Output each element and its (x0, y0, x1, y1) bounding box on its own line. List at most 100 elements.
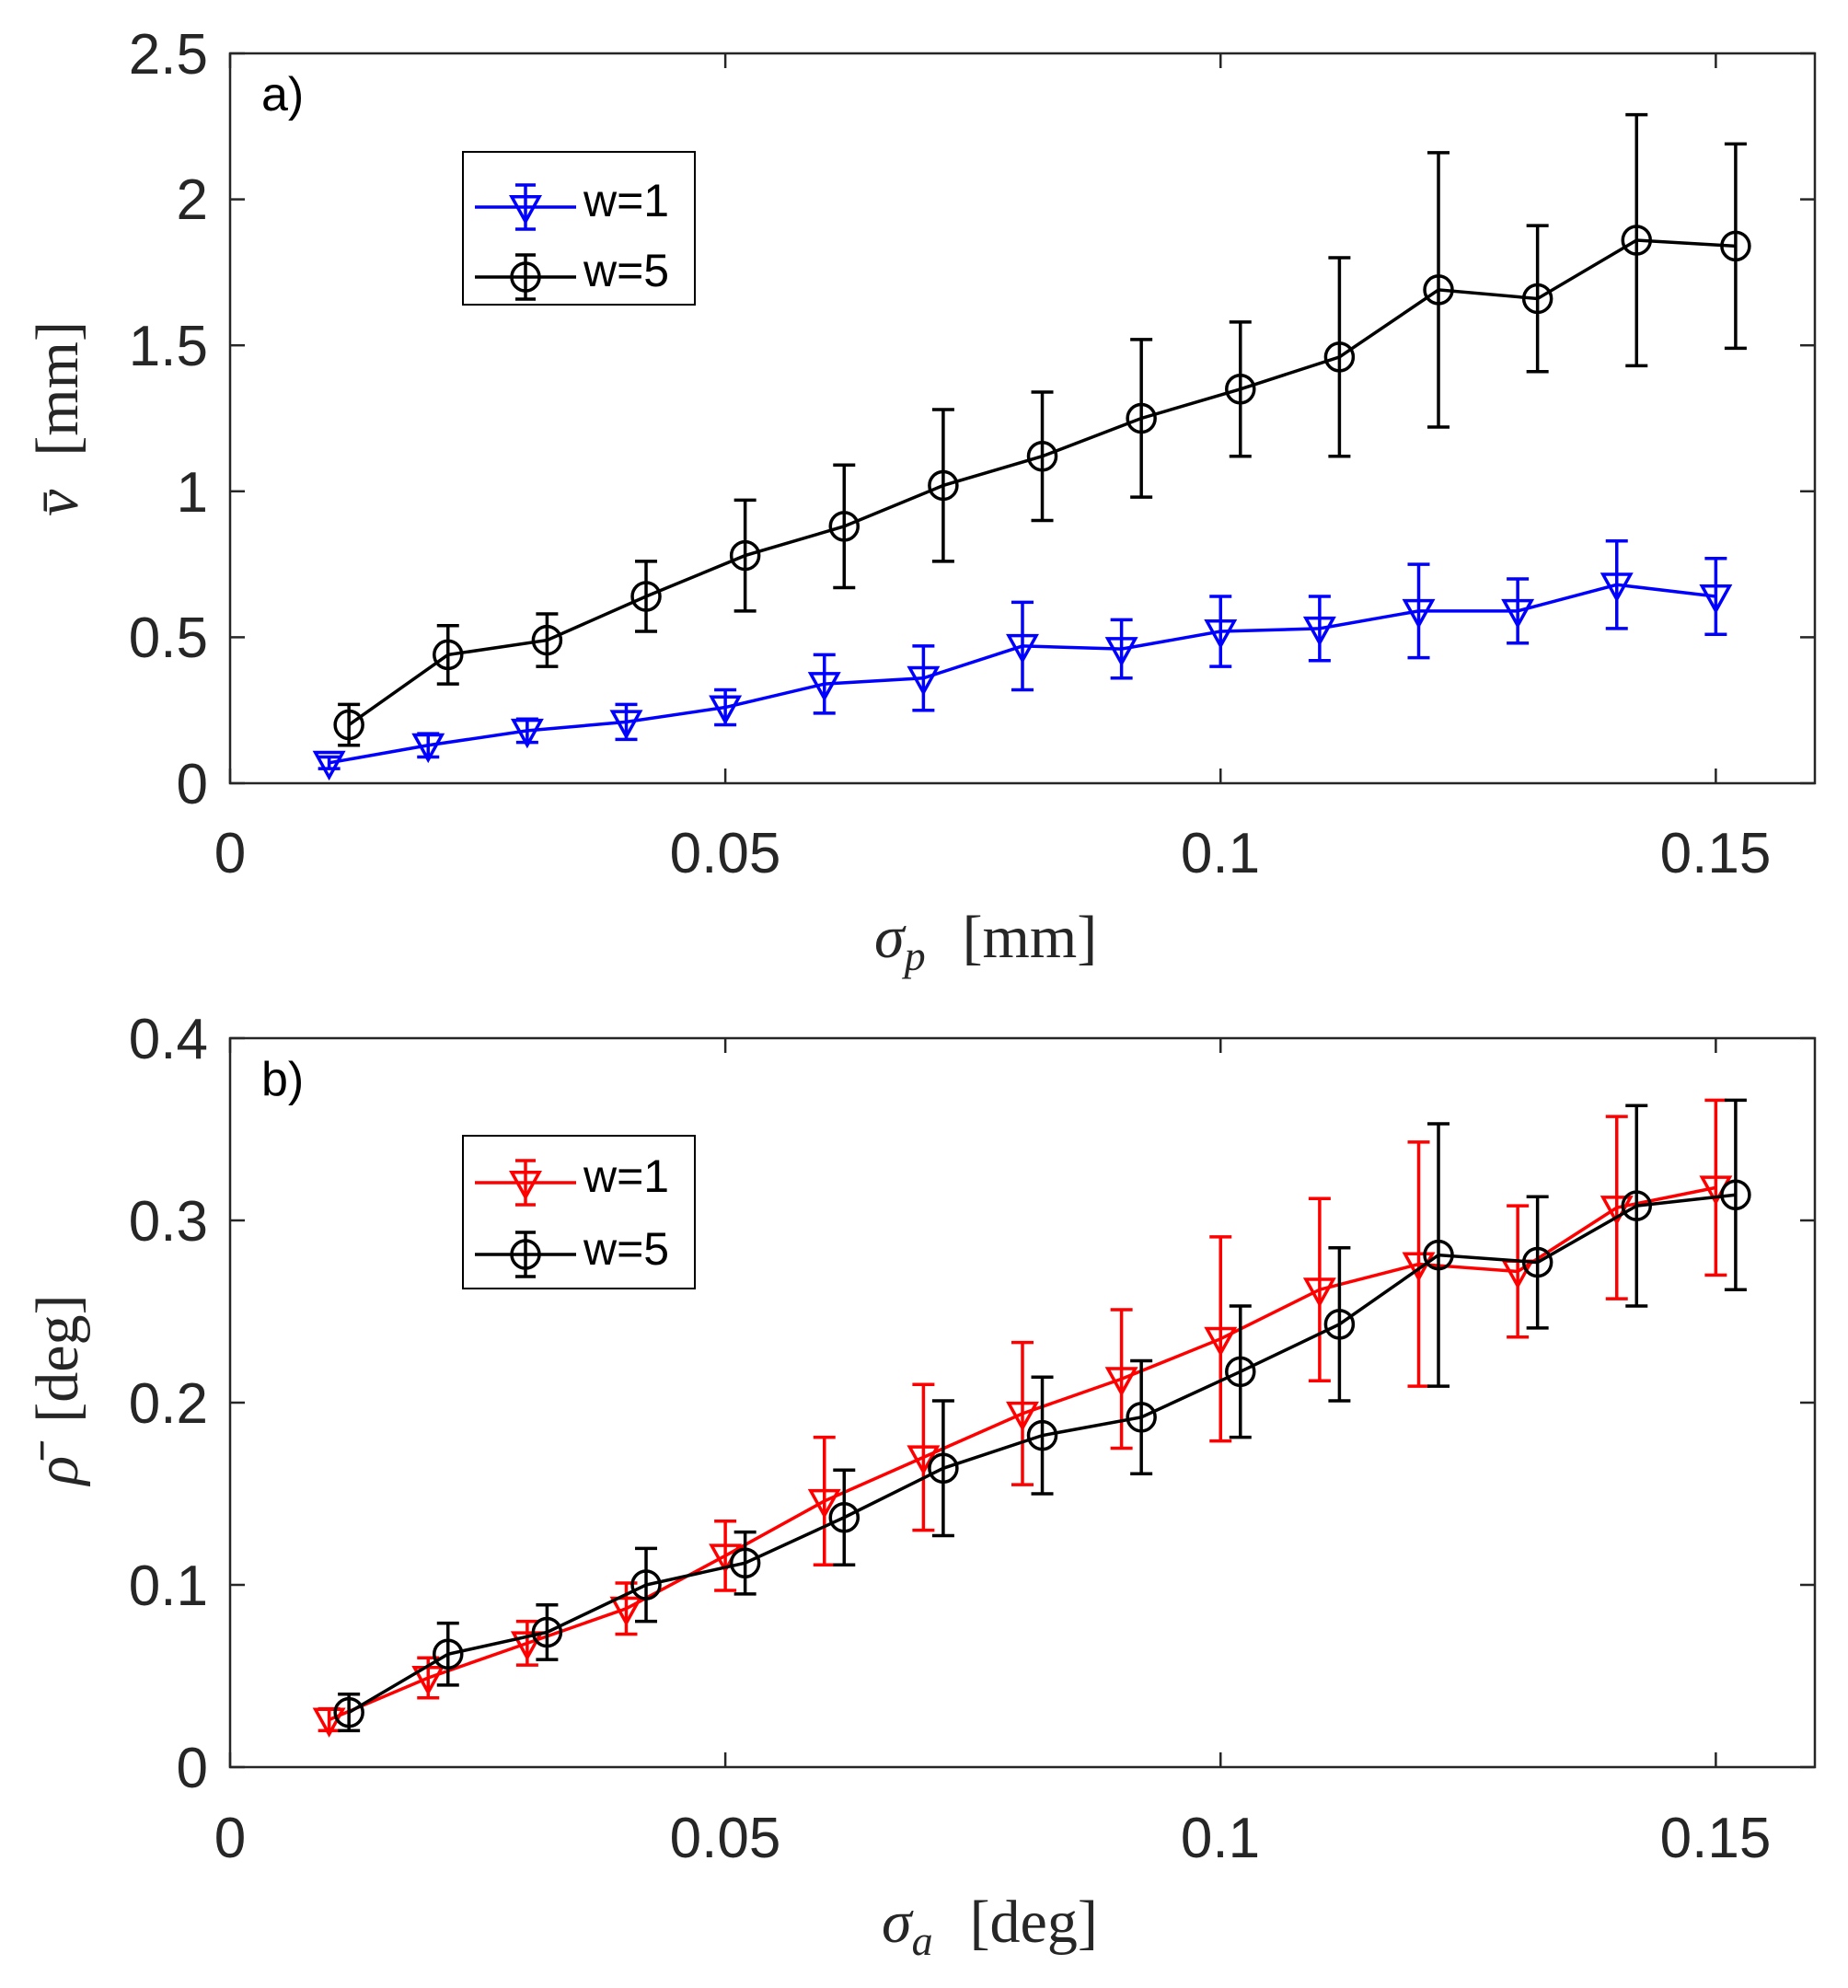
panel-b-data-point (828, 1501, 860, 1533)
panel-b-ylabel-unit: [deg] (24, 1295, 91, 1423)
panel-a-xtick-label: 0.15 (1660, 822, 1772, 885)
panel-b-xtick-label: 0.15 (1660, 1807, 1772, 1870)
panel-b-legend-entry-w1 (475, 1159, 576, 1207)
panel-b-data-point (807, 1488, 841, 1520)
panel-b-data-point (1006, 1401, 1039, 1432)
panel-b-ytick-label: 0.3 (129, 1190, 208, 1254)
panel-a-data-point (807, 672, 841, 702)
panel-b-label: b) (261, 1053, 304, 1106)
panel-b-ytick-label: 0.2 (129, 1372, 208, 1436)
panel-b-legend-label: w=1 (583, 1150, 669, 1202)
panel-a: 0 0.5 1 1.5 2 2.5 0 0.05 0.1 0.15 a) σp [… (24, 23, 1817, 979)
panel-b-ticks (228, 1036, 1815, 1769)
panel-a-label: a) (261, 68, 304, 121)
panel-a-ticks (228, 52, 1815, 785)
panel-a-ylabel-unit: [mm] (24, 321, 91, 457)
panel-a-data-point (1323, 341, 1356, 373)
panel-b-series (312, 1098, 1751, 1738)
panel-a-data-point (1302, 616, 1336, 647)
panel-b-ytick-label: 0.1 (129, 1555, 208, 1618)
panel-a-data-point (1720, 230, 1751, 262)
panel-a-legend-entry-w1 (475, 183, 576, 231)
panel-a-data-point (433, 639, 464, 671)
panel-b-legend-marker (510, 1239, 541, 1270)
panel-a-data-point (1104, 637, 1138, 667)
panel-b-data-point (1621, 1190, 1653, 1221)
panel-b-legend-marker (509, 1171, 542, 1201)
panel-a-data-point (729, 539, 761, 572)
panel-b: 0 0.1 0.2 0.3 0.4 0 0.05 0.1 0.15 b) σa [… (24, 1008, 1817, 1964)
panel-a-ytick-label: 0 (177, 753, 208, 816)
panel-b-xlabel: σa [deg] (882, 1889, 1098, 1964)
panel-b-xlabel-subscript: a (912, 1917, 933, 1964)
panel-a-data-point (531, 624, 563, 656)
panel-a-data-point (1501, 598, 1535, 630)
panel-b-series-w1 (312, 1098, 1733, 1738)
panel-a-ytick-label: 1.5 (129, 315, 208, 378)
panel-b-data-point (1402, 1252, 1436, 1282)
panel-a-xtick-label: 0 (214, 822, 246, 885)
panel-a-data-point (1126, 402, 1157, 434)
panel-b-data-point (312, 1707, 346, 1738)
panel-b-data-point (1126, 1402, 1157, 1433)
panel-a-xlabel: σp [mm] (874, 904, 1097, 979)
panel-a-legend-marker (510, 261, 541, 293)
panel-a-ylabel-symbol: v̄ (24, 489, 91, 516)
panel-b-data-point (510, 1631, 544, 1661)
panel-a-data-point (312, 750, 346, 781)
panel-b-xtick-label: 0.1 (1181, 1807, 1260, 1870)
panel-b-data-point (928, 1452, 959, 1485)
panel-a-data-point (411, 733, 445, 764)
panel-a-ytick-label: 1 (177, 461, 208, 525)
panel-b-data-point (433, 1638, 464, 1670)
panel-a-data-point (1621, 225, 1653, 256)
panel-b-xlabel-symbol: σ (882, 1889, 914, 1956)
panel-b-xtick-labels: 0 0.05 0.1 0.15 (214, 1807, 1772, 1870)
panel-b-data-point (1521, 1246, 1553, 1278)
panel-b-data-point (1302, 1277, 1336, 1308)
panel-a-data-point (1699, 584, 1733, 615)
panel-b-legend-entry-w5 (475, 1231, 576, 1278)
panel-a-xlabel-unit: [mm] (963, 904, 1098, 971)
panel-a-data-point (1423, 274, 1454, 306)
panel-b-data-point (1225, 1356, 1256, 1388)
panel-b-ylabel: ρ̄ [deg] (24, 1295, 91, 1487)
panel-a-data-point (709, 695, 743, 725)
panel-b-data-point (1104, 1367, 1138, 1397)
panel-a-ylabel: v̄ [mm] (24, 321, 91, 516)
panel-a-data-point (907, 665, 941, 697)
panel-a-data-point (1026, 440, 1058, 472)
panel-a-legend-label: w=1 (583, 175, 669, 226)
panel-a-data-point (1402, 598, 1436, 630)
panel-a-data-point (510, 718, 544, 749)
panel-b-data-point (1423, 1239, 1454, 1271)
panel-b-ylabel-symbol: ρ̄ (24, 1440, 91, 1487)
panel-a-xlabel-subscript: p (902, 932, 926, 979)
panel-b-data-point (729, 1547, 761, 1578)
panel-a-series-w1 (312, 538, 1733, 781)
panel-a-series-w5 (333, 112, 1751, 747)
panel-a-legend-label: w=5 (583, 245, 669, 296)
panel-a-data-point (1006, 633, 1039, 665)
panel-a-ytick-labels: 0 0.5 1 1.5 2 2.5 (129, 23, 208, 816)
panel-a-legend-entry-w5 (475, 253, 576, 301)
panel-a-data-point (630, 581, 662, 612)
panel-b-ytick-label: 0 (177, 1737, 208, 1800)
panel-a-data-point (828, 511, 860, 542)
panel-b-xtick-label: 0 (214, 1807, 246, 1870)
panel-a-xlabel-symbol: σ (874, 904, 907, 971)
panel-a-ytick-label: 0.5 (129, 607, 208, 670)
panel-b-xlabel-unit: [deg] (970, 1889, 1098, 1956)
panel-b-data-point (609, 1596, 643, 1627)
panel-b-data-point (333, 1696, 364, 1728)
panel-b-legend-box (462, 1135, 696, 1289)
panel-a-ytick-label: 2 (177, 168, 208, 232)
panel-a-data-point (1521, 283, 1553, 315)
panel-a-legend-marker (509, 195, 542, 225)
panel-b-legend: w=1 w=5 (462, 1135, 696, 1289)
panel-a-data-point (1225, 374, 1256, 405)
panel-a-xtick-label: 0.1 (1181, 822, 1260, 885)
panel-b-data-point (630, 1569, 662, 1601)
panel-b-series-w5 (333, 1098, 1751, 1733)
panel-a-xtick-label: 0.05 (670, 822, 781, 885)
